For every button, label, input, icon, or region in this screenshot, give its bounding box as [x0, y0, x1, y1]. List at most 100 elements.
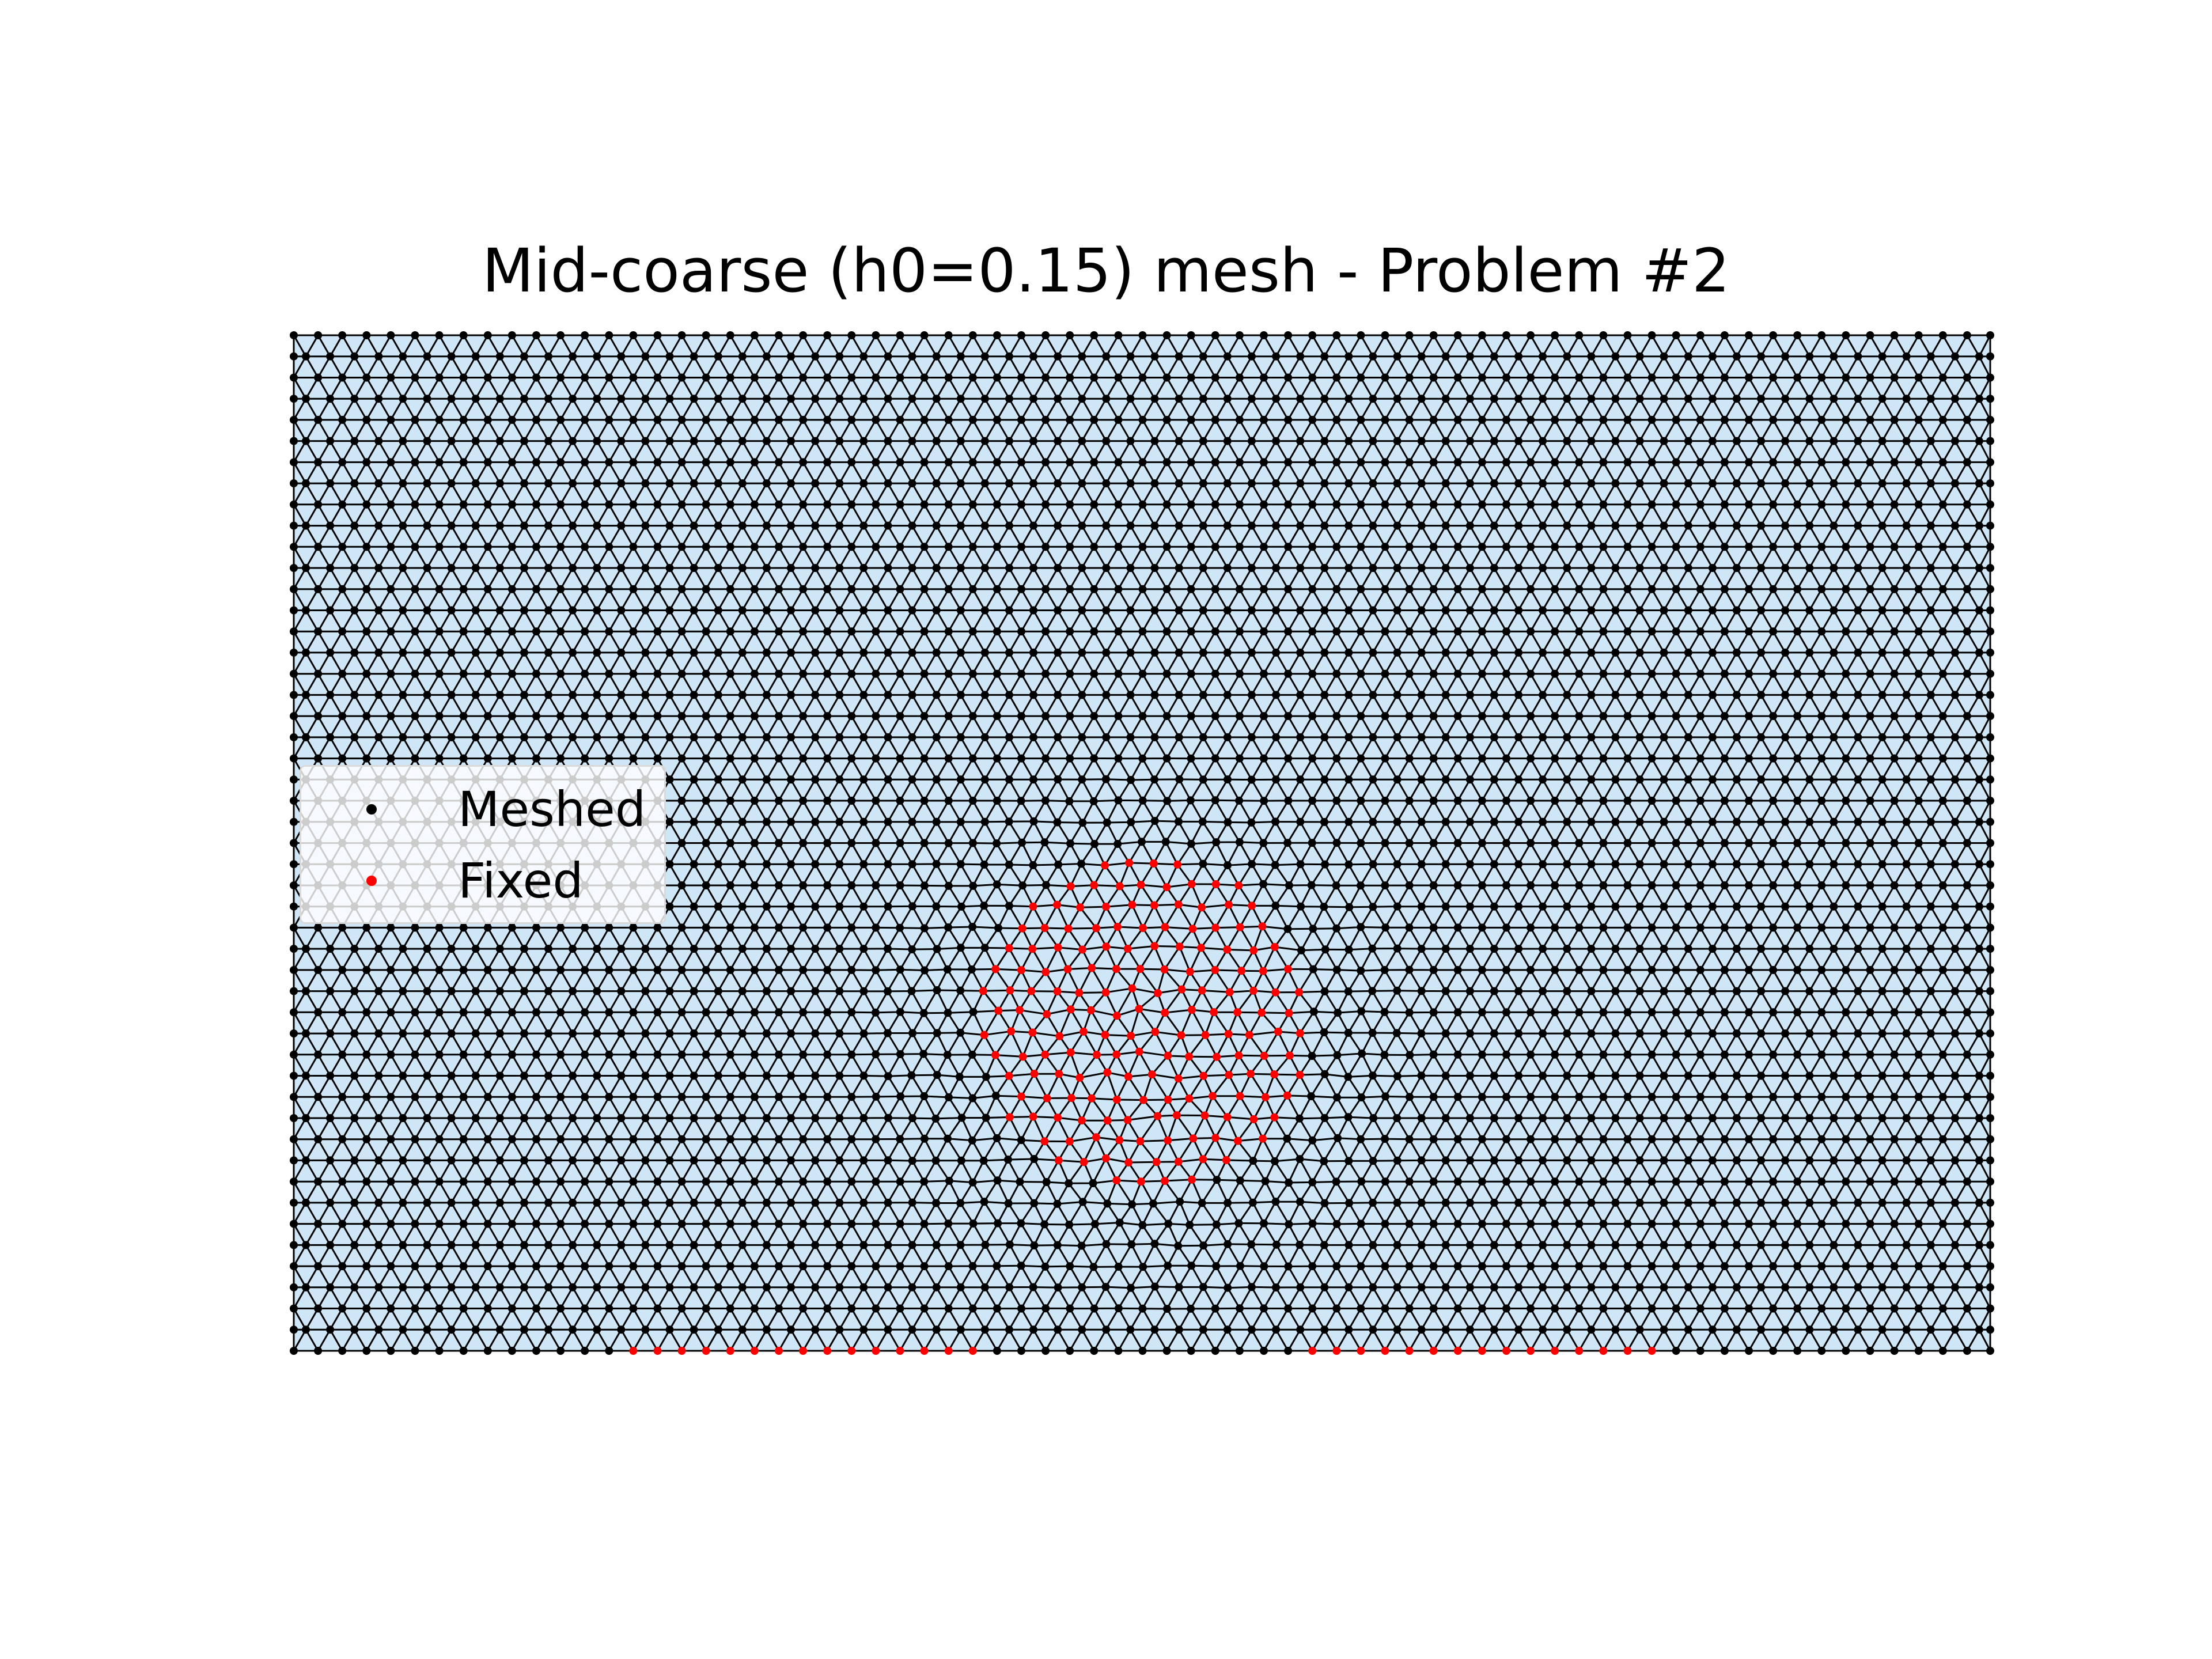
meshed-node [1090, 1304, 1099, 1313]
meshed-node [569, 733, 577, 741]
meshed-node [581, 415, 589, 424]
meshed-node [1708, 1198, 1717, 1207]
meshed-node [1708, 902, 1717, 911]
fixed-node [1261, 1093, 1270, 1101]
meshed-node [1866, 1262, 1874, 1271]
meshed-node [1745, 712, 1753, 721]
meshed-node [1599, 1008, 1608, 1017]
meshed-node [1150, 437, 1159, 445]
meshed-node [1138, 1221, 1147, 1229]
meshed-node [1963, 881, 1971, 889]
meshed-node [520, 1071, 528, 1080]
meshed-node [1720, 1219, 1729, 1228]
meshed-node [544, 437, 552, 445]
meshed-node [714, 817, 722, 826]
meshed-node [956, 648, 965, 657]
meshed-node [1308, 839, 1316, 847]
meshed-node [1284, 1304, 1293, 1313]
fixed-node [1054, 1113, 1062, 1122]
meshed-node [302, 606, 310, 615]
meshed-node [1551, 923, 1559, 932]
meshed-node [520, 733, 528, 741]
meshed-node [665, 1156, 674, 1165]
meshed-node [1429, 458, 1438, 467]
meshed-node [629, 1093, 638, 1101]
meshed-node [399, 648, 407, 657]
meshed-node [374, 479, 383, 488]
meshed-node [1781, 733, 1790, 741]
meshed-node [1332, 797, 1341, 805]
meshed-node [532, 712, 540, 721]
meshed-node [302, 1114, 310, 1122]
meshed-node [314, 1304, 323, 1313]
meshed-node [399, 479, 407, 488]
meshed-node [1986, 395, 1994, 403]
meshed-node [726, 797, 734, 805]
meshed-node [1672, 373, 1680, 382]
meshed-node [835, 987, 844, 995]
meshed-node [1102, 437, 1111, 445]
meshed-node [1527, 1262, 1535, 1271]
meshed-node [1842, 965, 1850, 974]
fixed-node [1064, 925, 1073, 933]
meshed-node [1720, 1347, 1729, 1355]
meshed-node [1563, 648, 1571, 657]
meshed-node [1720, 965, 1729, 974]
meshed-node [1308, 1178, 1317, 1187]
meshed-node [1805, 564, 1814, 572]
meshed-node [799, 797, 808, 805]
meshed-node [1078, 437, 1086, 445]
meshed-node [1320, 1028, 1328, 1037]
meshed-node [1732, 1156, 1741, 1165]
meshed-node [1090, 585, 1099, 593]
meshed-node [1830, 395, 1838, 403]
fixed-node [1128, 984, 1137, 993]
meshed-node [1817, 543, 1826, 551]
meshed-node [1745, 1304, 1753, 1313]
meshed-node [1272, 437, 1281, 445]
meshed-node [1926, 1029, 1935, 1038]
meshed-node [1975, 1241, 1983, 1249]
meshed-node [1066, 627, 1074, 636]
meshed-node [556, 965, 565, 974]
meshed-node [1745, 839, 1753, 847]
meshed-node [350, 521, 359, 530]
meshed-node [483, 1050, 492, 1059]
meshed-node [969, 1007, 978, 1016]
meshed-node [920, 1092, 929, 1100]
meshed-node [1527, 373, 1535, 382]
meshed-node [1732, 860, 1741, 869]
legend-item-meshed: Meshed [301, 774, 664, 845]
meshed-node [859, 648, 868, 657]
meshed-node [1975, 1283, 1983, 1291]
meshed-node [1757, 1198, 1766, 1207]
fixed-node [1007, 1027, 1016, 1036]
meshed-node [1842, 458, 1850, 467]
meshed-node [823, 1262, 832, 1271]
meshed-node [1587, 1241, 1596, 1249]
meshed-node [1247, 479, 1256, 488]
meshed-node [338, 1304, 347, 1313]
meshed-node [1429, 415, 1438, 424]
meshed-node [1320, 1199, 1329, 1207]
meshed-node [1344, 564, 1353, 572]
meshed-node [993, 1262, 1001, 1270]
meshed-node [726, 1050, 734, 1059]
meshed-node [908, 1325, 916, 1334]
meshed-node [775, 627, 783, 636]
meshed-node [1478, 415, 1486, 424]
meshed-node [1963, 1135, 1971, 1143]
meshed-node [1963, 1177, 1971, 1186]
meshed-node [1986, 965, 1994, 974]
meshed-node [859, 564, 868, 572]
meshed-node [1211, 373, 1219, 382]
meshed-node [1769, 1008, 1778, 1017]
meshed-node [471, 1198, 480, 1207]
meshed-node [1138, 373, 1147, 382]
meshed-node [1950, 1241, 1959, 1249]
meshed-node [1235, 712, 1244, 721]
meshed-node [884, 564, 892, 572]
meshed-node [677, 797, 686, 805]
meshed-node [581, 1262, 589, 1271]
meshed-node [738, 352, 747, 361]
